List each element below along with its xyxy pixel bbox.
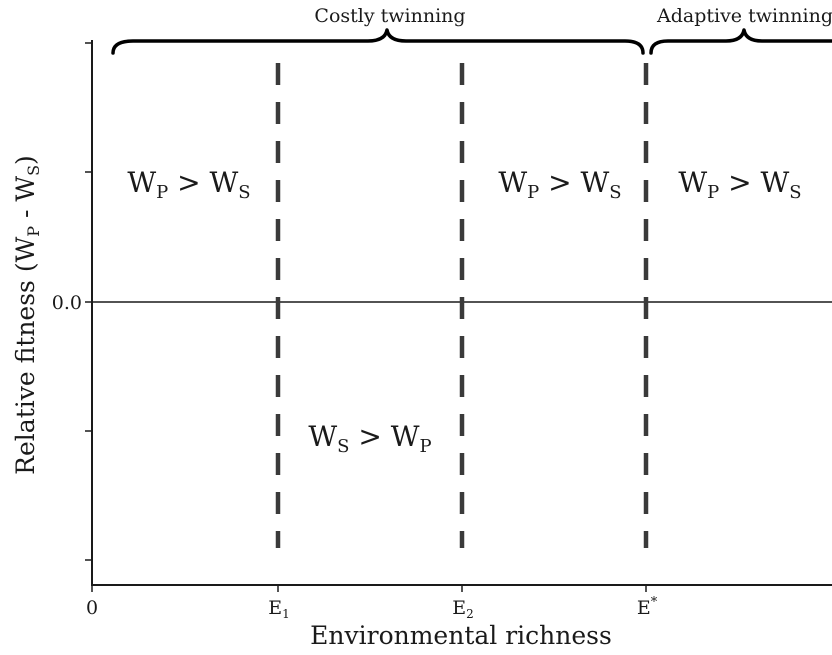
region-label-middle-upper: WP > WS	[498, 166, 621, 203]
brace-adaptive	[649, 28, 832, 55]
x-tick-label-estar: E*	[637, 595, 658, 619]
y-zero-label: 0.0	[52, 292, 82, 314]
region-label-lower: WS > WP	[308, 420, 431, 457]
brace-adaptive-label: Adaptive twinning	[656, 5, 832, 27]
x-tick-label-e2: E2	[452, 597, 474, 621]
brace-costly-label: Costly twinning	[314, 5, 465, 27]
y-axis-title: Relative fitness (WP - WS)	[11, 155, 43, 475]
x-axis-title: Environmental richness	[310, 621, 612, 650]
x-tick-label-0: 0	[86, 597, 98, 619]
brace-costly	[111, 28, 645, 55]
region-label-left: WP > WS	[127, 166, 250, 203]
x-tick-label-e1: E1	[268, 597, 290, 621]
region-label-right: WP > WS	[678, 166, 801, 203]
